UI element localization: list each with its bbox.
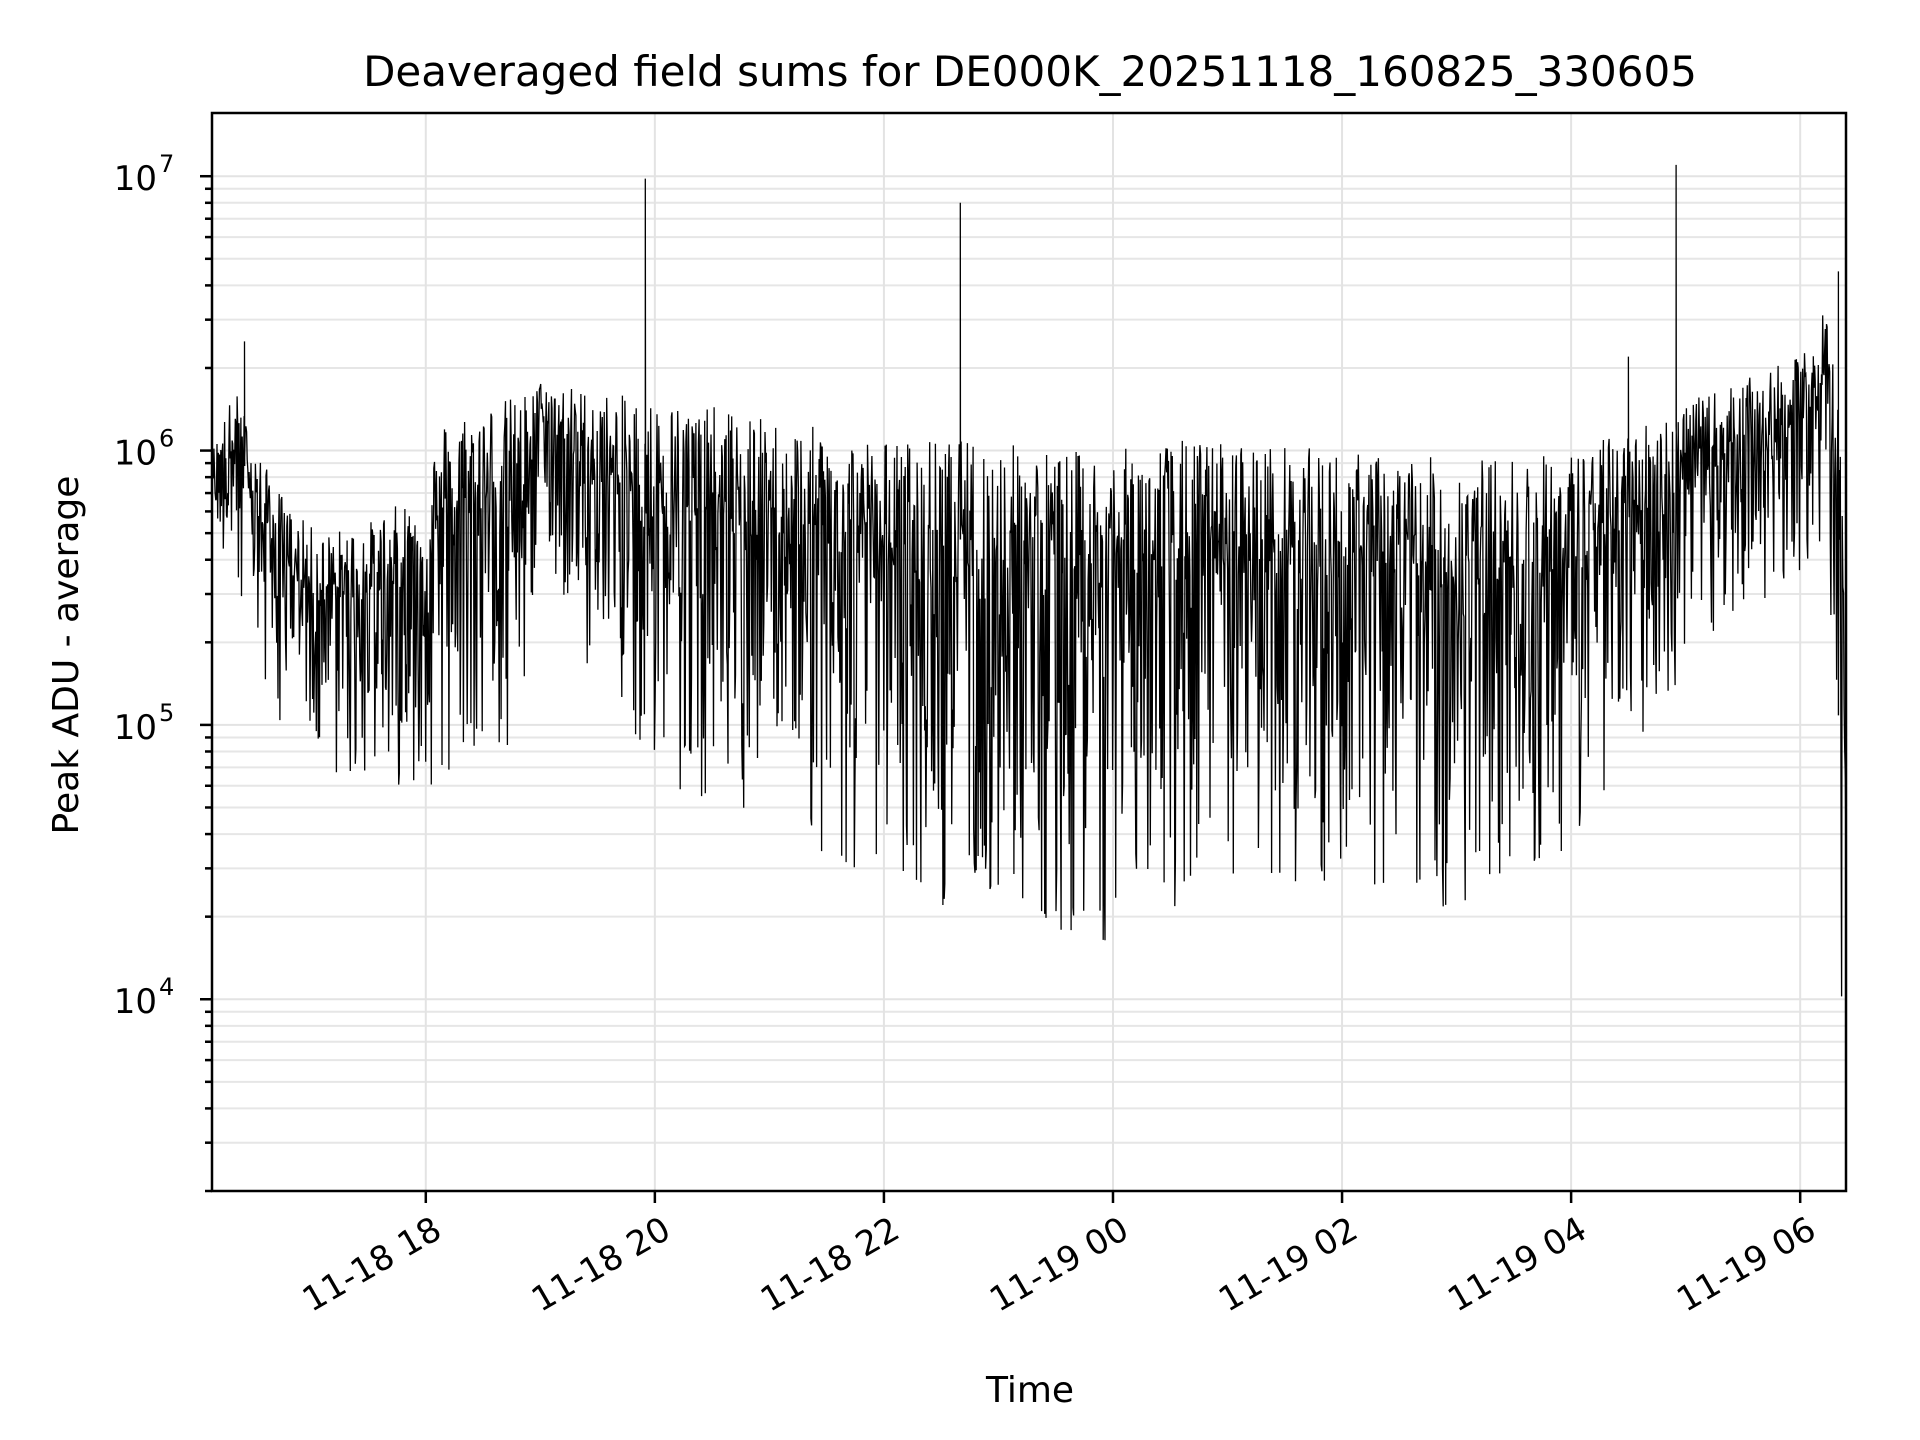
series-line bbox=[211, 164, 1847, 997]
y-tick-exponent: 5 bbox=[159, 699, 174, 727]
y-axis-label: Peak ADU - average bbox=[46, 476, 87, 835]
plot-frame bbox=[210, 111, 1848, 1193]
y-tick-label: 10 bbox=[114, 434, 157, 474]
y-tick-label: 10 bbox=[114, 159, 157, 199]
y-tick-exponent: 7 bbox=[159, 150, 174, 178]
x-axis-label: Time bbox=[985, 1370, 1074, 1411]
y-tick-exponent: 4 bbox=[159, 973, 174, 1001]
y-tick-label: 10 bbox=[114, 982, 157, 1022]
y-tick-label: 10 bbox=[114, 708, 157, 748]
plot-area bbox=[211, 164, 1847, 997]
y-tick-exponent: 6 bbox=[159, 425, 174, 453]
chart-title: Deaveraged field sums for DE000K_2025111… bbox=[363, 47, 1697, 96]
